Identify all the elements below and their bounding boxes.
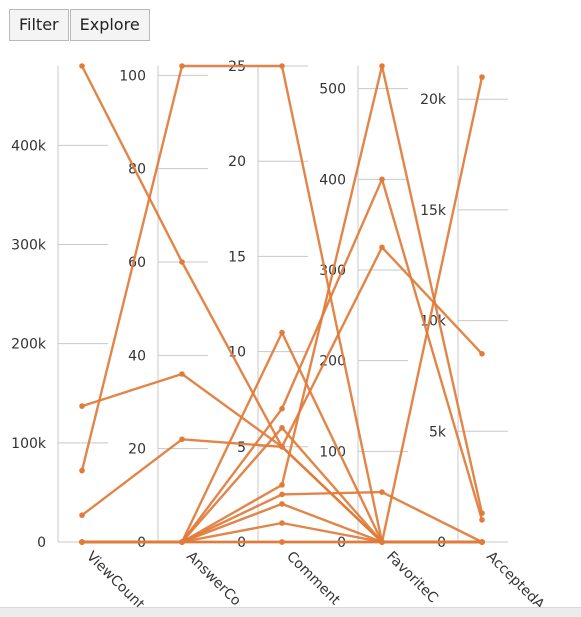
data-point [279,482,285,488]
data-point [279,405,285,412]
tick-label: 15 [228,249,246,265]
tick-label: 300k [11,238,47,254]
data-point [379,489,385,495]
tick-label: 100 [319,444,346,460]
data-point [79,403,85,409]
axis-title: AnswerCo [183,549,244,610]
data-point [479,74,485,80]
tick-label: 400 [319,172,346,188]
horizontal-scrollbar[interactable] [0,607,581,617]
data-point [179,63,185,69]
tick-label: 20 [128,442,146,458]
axis-title: FavoriteC [383,549,441,607]
data-point [79,539,85,545]
data-point [179,259,185,265]
data-point [179,436,185,443]
data-point [279,501,285,507]
record-line[interactable] [81,372,482,544]
data-point [379,63,385,69]
data-point [479,351,485,357]
data-point [279,491,285,498]
data-point [279,520,285,526]
data-point [179,539,185,545]
data-point [79,512,85,518]
data-point [179,371,185,377]
tick-label: 15k [420,203,447,219]
data-point [279,539,285,545]
tick-label: 5 [237,440,246,456]
axis-title: Comment [283,549,343,609]
tick-label: 100k [11,436,47,452]
axis-title: ViewCount [83,549,148,610]
tick-label: 20 [228,154,246,170]
data-point [479,517,485,523]
explore-button[interactable]: Explore [69,9,150,41]
tick-label: 20k [420,92,447,108]
data-point [479,539,485,545]
tick-label: 100 [119,68,146,84]
data-point [279,425,285,431]
axis-title: AcceptedA [483,549,547,610]
data-point [79,63,85,69]
data-point [279,329,285,336]
data-point [79,467,85,474]
data-point [379,176,385,183]
tick-label: 500 [319,82,346,98]
data-point [279,63,285,69]
axis-1[interactable]: 0 100k 200k 300k 400k ViewCount [11,66,148,610]
record-line[interactable] [82,76,484,544]
data-point [379,539,385,545]
tick-label: 5k [429,424,447,440]
tick-label: 200k [11,337,47,353]
filter-button[interactable]: Filter [9,9,69,41]
toolbar: Filter Explore [9,9,150,41]
tick-label: 400k [11,138,47,154]
data-point [279,444,285,450]
data-point [379,244,385,251]
tick-label: 0 [37,535,46,551]
tick-label: 40 [128,348,146,364]
